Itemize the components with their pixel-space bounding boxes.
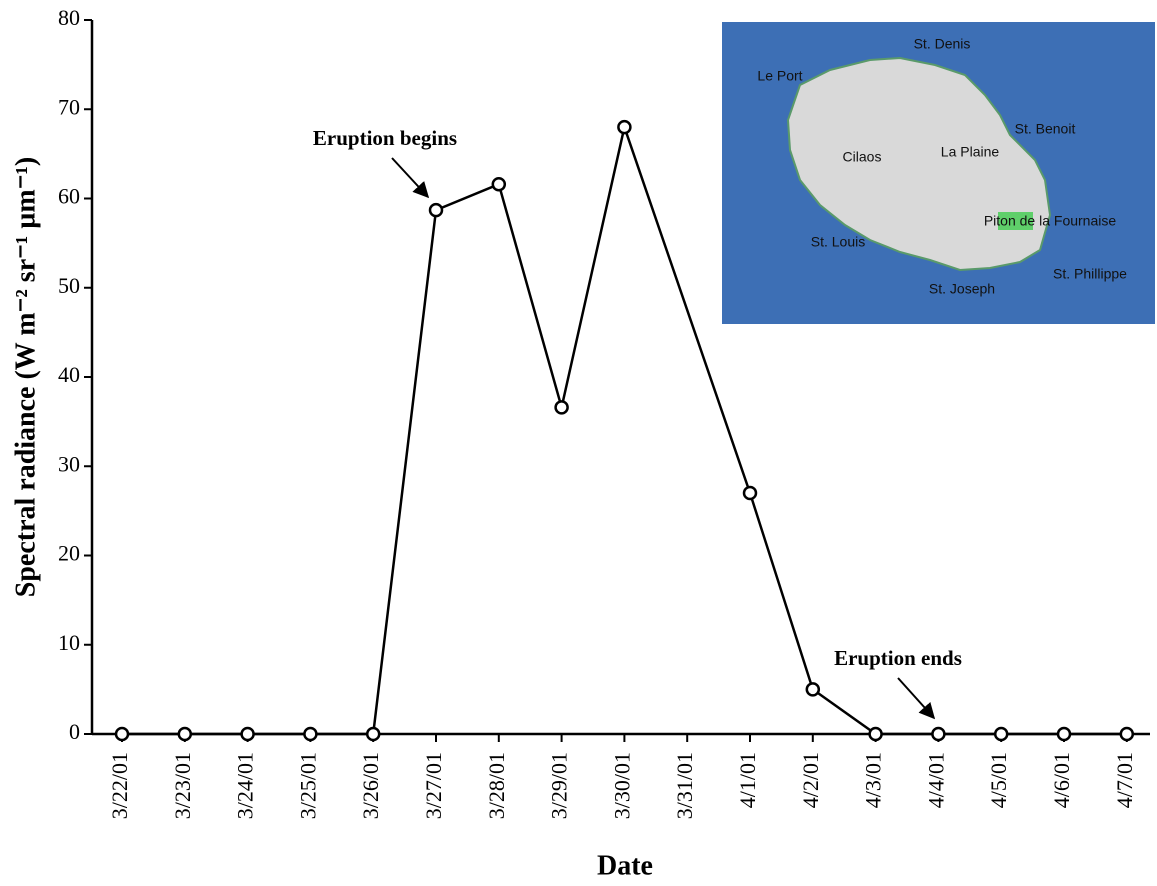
map-label: La Plaine	[941, 144, 1000, 160]
x-tick-label: 3/26/01	[358, 752, 383, 819]
y-tick-label: 80	[58, 5, 80, 30]
line	[122, 122, 1127, 736]
annotation-arrow	[897, 677, 936, 720]
map-label: Le Port	[757, 68, 802, 84]
map-label: Piton de la Fournaise	[984, 213, 1117, 229]
point	[491, 176, 507, 192]
point	[805, 682, 821, 697]
x-tick-label: 4/5/01	[986, 752, 1011, 808]
x-axis-title: Date	[597, 850, 653, 881]
point	[177, 726, 193, 742]
x-tick-label: 3/30/01	[609, 752, 634, 819]
x-tick-label: 3/27/01	[421, 752, 446, 819]
x-tick-label: 4/4/01	[923, 752, 948, 808]
point	[240, 726, 255, 742]
x-tick-label: 3/23/01	[170, 752, 195, 819]
map-label: Cilaos	[843, 149, 882, 165]
y-tick-label: 60	[58, 184, 80, 209]
volcano-marker	[998, 212, 1033, 230]
x-tick-label: 3/22/01	[107, 752, 132, 819]
x-tick-label: 3/29/01	[547, 752, 572, 819]
x-tick-label: 3/28/01	[484, 752, 509, 819]
point	[1119, 726, 1135, 742]
x-tick-label: 4/1/01	[735, 752, 760, 808]
y-tick-label: 0	[69, 719, 80, 744]
point	[114, 726, 130, 742]
point	[365, 726, 381, 742]
map-label: St. Phillippe	[1053, 266, 1127, 282]
point	[1056, 726, 1072, 742]
point	[931, 726, 946, 742]
x-tick-label: 3/31/01	[672, 752, 697, 819]
x-tick-label: 3/25/01	[295, 752, 320, 819]
annotation-arrow	[391, 157, 430, 199]
annotation: Eruption begins	[313, 126, 457, 150]
point	[428, 202, 444, 218]
map-inset	[722, 22, 1155, 324]
y-tick-label: 30	[58, 451, 80, 476]
annotation: Eruption ends	[834, 646, 962, 670]
x-tick-label: 4/6/01	[1049, 752, 1074, 808]
point	[554, 400, 569, 415]
map-label: St. Joseph	[929, 281, 995, 297]
y-tick-label: 50	[58, 273, 80, 298]
island	[786, 56, 1052, 272]
point	[617, 119, 632, 135]
point	[742, 485, 758, 501]
x-tick-label: 4/2/01	[798, 752, 823, 808]
x-tick-label: 4/7/01	[1112, 752, 1137, 808]
point	[993, 726, 1009, 742]
y-axis-title: Spectral radiance (W m⁻² sr⁻¹ µm⁻¹)	[10, 157, 41, 598]
x-tick-label: 4/3/01	[861, 752, 886, 808]
y-tick-label: 10	[58, 630, 80, 655]
y-tick-label: 20	[58, 541, 80, 566]
map-label: St. Benoit	[1015, 121, 1076, 137]
y-tick-label: 70	[58, 94, 80, 119]
y-tick-label: 40	[58, 362, 80, 387]
map-label: St. Denis	[914, 36, 971, 52]
point	[868, 726, 883, 742]
point	[303, 726, 318, 742]
map-label: St. Louis	[811, 234, 865, 250]
x-tick-label: 3/24/01	[233, 752, 258, 819]
